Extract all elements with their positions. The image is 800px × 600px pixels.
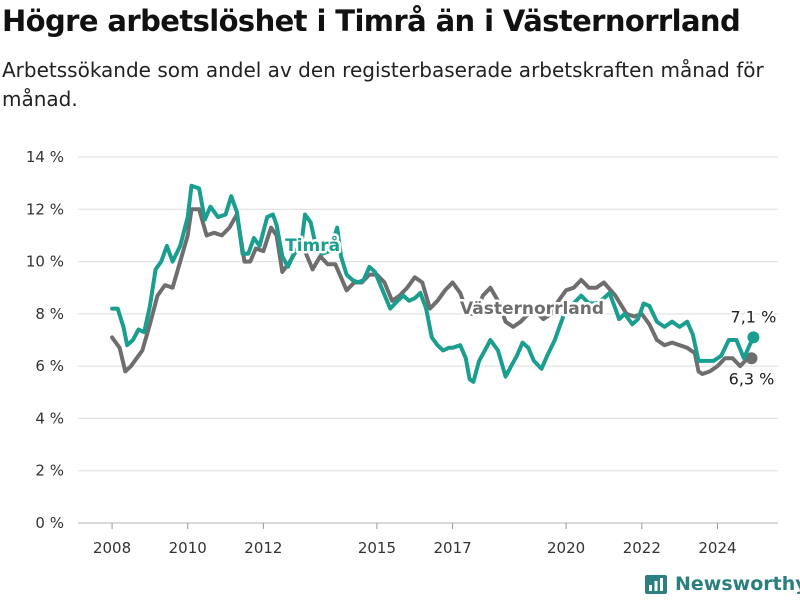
series-label-timr-: Timrå: [285, 234, 340, 256]
x-tick-label: 2022: [623, 539, 661, 557]
chart-subtitle: Arbetssökande som andel av den registerb…: [2, 58, 764, 111]
x-tick-label: 2017: [434, 539, 472, 557]
series-line-timr-: [110, 183, 756, 384]
series-label-v-sternorrland: Västernorrland: [460, 299, 604, 319]
y-tick-label: 4 %: [35, 409, 64, 427]
x-tick-label: 2015: [358, 539, 396, 557]
axes: 0 % 2 % 4 % 6 % 8 % 10 % 12 % 14 % 2008 2010 2012 2…: [26, 148, 737, 557]
series-line-v-sternorrland: [110, 207, 754, 376]
x-tick-label: 2012: [244, 539, 282, 557]
y-tick-label: 10 %: [26, 253, 64, 271]
end-point-timr-: [747, 331, 760, 344]
series-lines: [110, 183, 760, 384]
brand-name: Newsworthy: [675, 573, 800, 595]
y-tick-label: 0 %: [35, 514, 64, 532]
y-tick-label: 6 %: [35, 357, 64, 375]
chart-title: Högre arbetslöshet i Timrå än i Västerno…: [2, 4, 741, 38]
gridlines: [78, 156, 778, 524]
y-tick-label: 2 %: [35, 462, 64, 480]
series-labels: 6,3 % 7,1 % Timrå Västernorrland: [283, 232, 779, 391]
x-tick-label: 2010: [169, 539, 207, 557]
y-tick-label: 14 %: [26, 148, 64, 166]
x-tick-label: 2024: [698, 539, 736, 557]
y-tick-label: 8 %: [35, 305, 64, 323]
end-value-label-timr-: 7,1 %: [731, 307, 777, 326]
x-tick-label: 2020: [547, 539, 585, 557]
bar-chart-icon: [645, 575, 667, 594]
x-tick-label: 2008: [93, 539, 131, 557]
end-point-v-sternorrland: [745, 352, 758, 365]
y-tick-label: 12 %: [26, 200, 64, 218]
newsworthy-logo: Newsworthy: [645, 570, 800, 598]
end-value-label-v-sternorrland: 6,3 %: [729, 369, 775, 388]
